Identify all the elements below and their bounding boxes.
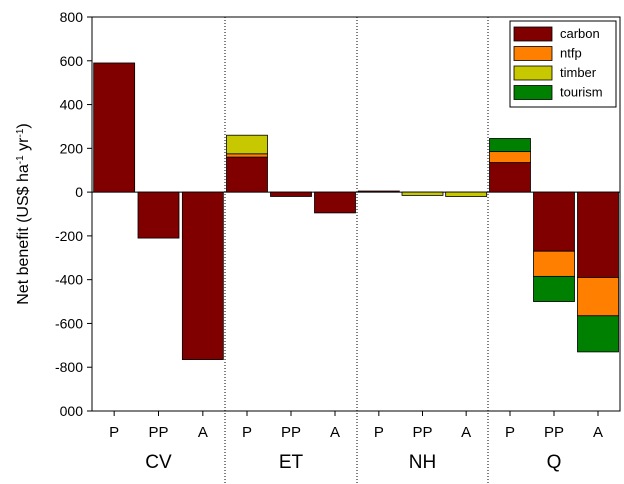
bar-tourism-q-pp	[533, 275, 575, 302]
x-tick-label: P	[242, 424, 252, 441]
x-tick-label: A	[198, 424, 208, 441]
bar-ntfp-q-pp	[533, 250, 575, 277]
legend-label-ntfp: ntfp	[560, 46, 582, 61]
x-tick-label: PP	[148, 424, 168, 441]
x-tick-label: PP	[544, 424, 564, 441]
y-tick-label: -600	[55, 315, 83, 331]
legend-label-carbon: carbon	[560, 26, 600, 41]
plot-area	[91, 16, 621, 484]
bar-ntfp-q-p	[489, 151, 531, 163]
x-tick-label: P	[109, 424, 119, 441]
group-label-cv: CV	[145, 452, 172, 473]
legend-label-timber: timber	[560, 65, 597, 80]
group-label-nh: NH	[409, 452, 436, 473]
bar-carbon-q-a	[577, 191, 619, 278]
y-tick-label: 200	[60, 140, 84, 156]
bar-carbon-cv-a	[181, 191, 224, 360]
group-label-et: ET	[279, 452, 304, 473]
bar-carbon-q-pp	[533, 191, 575, 252]
x-tick-label: P	[505, 424, 515, 441]
x-tick-label: PP	[281, 424, 301, 441]
bar-timber-nh-a	[445, 191, 488, 197]
bar-carbon-q-p	[489, 162, 531, 193]
bar-carbon-et-a	[314, 191, 356, 214]
x-tick-label: P	[374, 424, 384, 441]
y-tick-label: 600	[60, 53, 84, 69]
legend-label-tourism: tourism	[560, 85, 603, 100]
plot-frame	[91, 16, 621, 412]
bar-carbon-cv-p	[93, 62, 136, 193]
y-tick-label: 800	[60, 9, 84, 25]
bars	[93, 62, 619, 360]
bar-timber-et-p	[226, 134, 268, 155]
bar-carbon-cv-pp	[137, 191, 180, 239]
bar-ntfp-et-p	[226, 153, 268, 158]
x-tick-label: A	[461, 424, 471, 441]
bar-ntfp-q-a	[577, 277, 619, 317]
bar-carbon-et-pp	[270, 191, 312, 197]
bar-carbon-nh-p	[357, 190, 400, 193]
y-tick-label: -200	[55, 228, 83, 244]
y-tick-label: -800	[55, 359, 83, 375]
group-separators	[224, 17, 489, 484]
y-tick-label: 000	[60, 403, 84, 419]
x-tick-label: A	[330, 424, 340, 441]
legend: carbon ntfp timber tourism	[509, 20, 617, 108]
x-tick-label: PP	[412, 424, 432, 441]
y-tick-label: 400	[60, 97, 84, 113]
group-label-q: Q	[547, 452, 562, 473]
legend-swatch-carbon	[513, 26, 553, 42]
legend-swatch-tourism	[513, 85, 553, 100]
legend-swatch-ntfp	[513, 46, 553, 61]
bar-timber-nh-pp	[401, 191, 444, 196]
legend-swatch-timber	[513, 65, 553, 81]
y-tick-label: 0	[75, 184, 83, 200]
bar-tourism-q-p	[489, 138, 531, 153]
bar-carbon-et-p	[226, 156, 268, 193]
y-axis-title: Net benefit (US$ ha-1 yr-1)	[15, 123, 33, 304]
y-tick-label: -400	[55, 272, 83, 288]
bar-tourism-q-a	[577, 315, 619, 353]
x-tick-label: A	[593, 424, 603, 441]
y-axis: 800 600 400 200 0 -200 -400 -600 -800 000	[55, 9, 92, 419]
